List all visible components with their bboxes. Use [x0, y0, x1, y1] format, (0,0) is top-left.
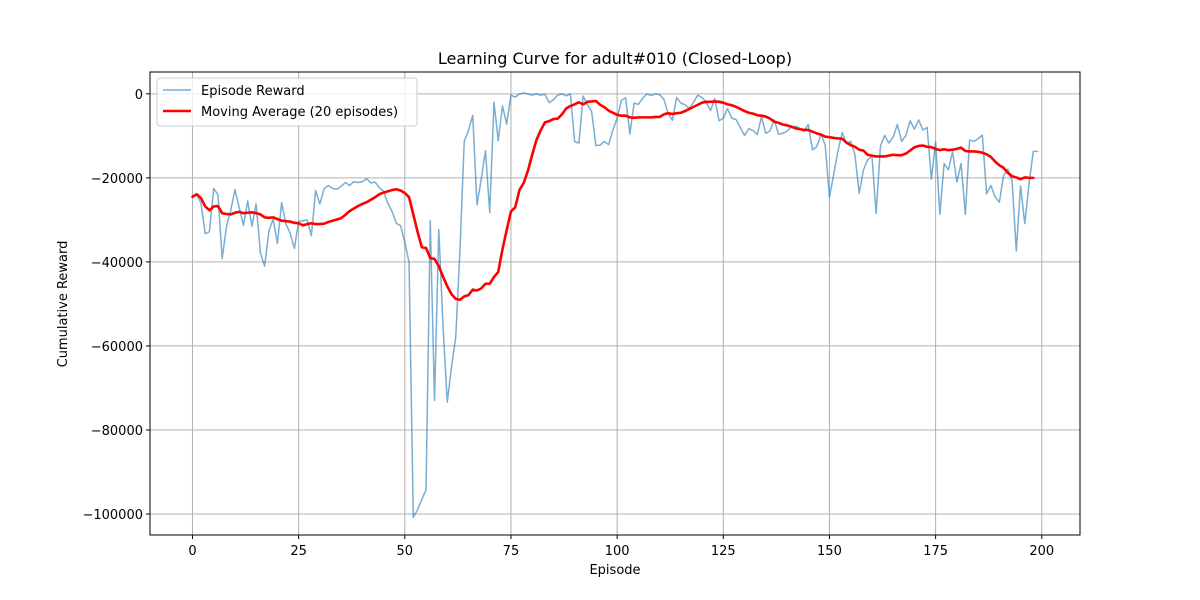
y-tick-label: −80000 — [91, 424, 143, 439]
x-tick-label: 75 — [503, 544, 520, 559]
x-tick-label: 100 — [605, 544, 630, 559]
plot-area: 0 25 50 75 100 125 150 175 200 0 −20000 −40000 −600… — [82, 71, 1081, 559]
legend-label-moving-average: Moving Average (20 episodes) — [201, 105, 398, 120]
x-axis: 0 25 50 75 100 125 150 175 200 — [188, 535, 1054, 559]
x-axis-label: Episode — [589, 563, 640, 578]
y-tick-label: −100000 — [82, 508, 143, 523]
x-tick-label: 150 — [817, 544, 842, 559]
x-tick-label: 125 — [711, 544, 736, 559]
x-tick-label: 200 — [1029, 544, 1054, 559]
moving-average-line — [191, 99, 1035, 302]
legend: Episode Reward Moving Average (20 episod… — [156, 77, 418, 127]
chart-title: Learning Curve for adult#010 (Closed-Loo… — [438, 49, 792, 68]
episode-reward-line — [191, 92, 1039, 519]
y-tick-label: −60000 — [91, 340, 143, 355]
y-tick-label: 0 — [135, 88, 143, 103]
legend-box — [156, 77, 418, 127]
y-axis-label: Cumulative Reward — [56, 241, 71, 368]
plot-frame — [149, 71, 1081, 536]
x-tick-label: 50 — [397, 544, 414, 559]
x-tick-label: 0 — [188, 544, 196, 559]
y-tick-label: −40000 — [91, 256, 143, 271]
x-tick-label: 25 — [290, 544, 307, 559]
series-layer — [191, 92, 1039, 519]
x-tick-label: 175 — [923, 544, 948, 559]
legend-label-episode-reward: Episode Reward — [201, 84, 305, 99]
y-axis: 0 −20000 −40000 −60000 −80000 −100000 — [82, 88, 150, 523]
plot-background — [150, 72, 1080, 535]
y-tick-label: −20000 — [91, 172, 143, 187]
